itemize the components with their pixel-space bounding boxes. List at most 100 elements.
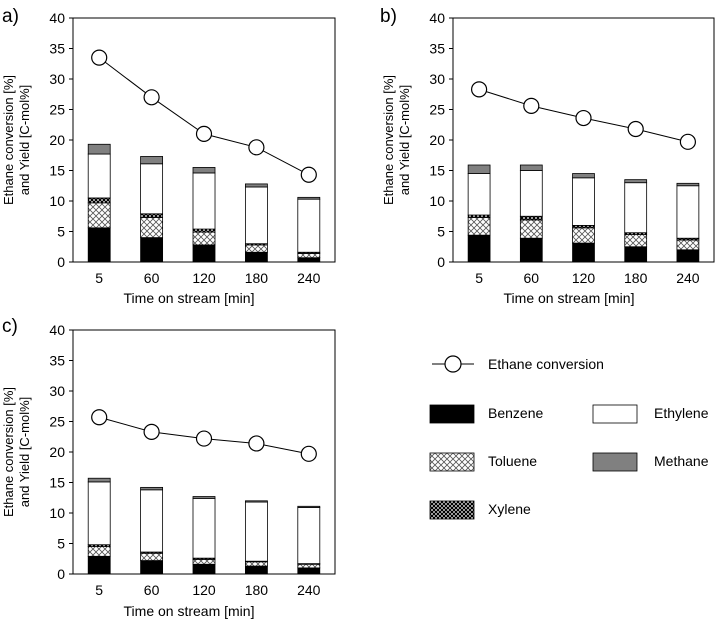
x-tick-label: 180 <box>624 270 648 286</box>
y-tick-label: 40 <box>49 322 65 338</box>
bar-toluene-60 <box>519 219 543 239</box>
conversion-point-60 <box>143 89 160 106</box>
bar-ethylene-120 <box>192 172 216 230</box>
y-tick-label: 15 <box>429 163 445 179</box>
y-tick-label: 20 <box>49 444 65 460</box>
bar-toluene-120 <box>192 231 216 246</box>
x-tick-label: 60 <box>144 582 160 598</box>
x-tick-label: 5 <box>475 270 483 286</box>
bar-ethylene-60 <box>140 163 164 215</box>
y-tick-label: 0 <box>437 254 445 270</box>
legend-methane-label: Methane <box>654 453 709 469</box>
y-tick-label: 5 <box>437 224 445 240</box>
bar-ethylene-240 <box>297 198 321 253</box>
x-tick-label: 240 <box>297 270 321 286</box>
bar-benzene-180 <box>244 251 268 263</box>
bar-methane-180 <box>244 183 268 188</box>
x-tick-label: 60 <box>144 270 160 286</box>
y-tick-label: 35 <box>49 41 65 57</box>
bar-benzene-180 <box>624 246 648 263</box>
x-tick-label: 120 <box>572 270 596 286</box>
y-axis-label-line2: and Yield [C-mol%] <box>397 85 412 196</box>
bar-ethylene-5 <box>87 153 111 199</box>
conversion-point-180 <box>248 139 265 156</box>
x-axis-label: Time on stream [min] <box>124 603 255 619</box>
x-tick-label: 180 <box>245 582 269 598</box>
y-axis-label-line2: and Yield [C-mol%] <box>17 397 32 508</box>
y-tick-label: 15 <box>49 163 65 179</box>
bar-toluene-60 <box>140 217 164 239</box>
legend: Ethane conversion Benzene Ethylene Tolue… <box>429 355 709 520</box>
bar-toluene-5 <box>467 217 491 236</box>
bar-methane-60 <box>140 156 164 165</box>
x-tick-label: 60 <box>524 270 540 286</box>
bar-ethylene-180 <box>244 501 268 562</box>
bar-toluene-120 <box>192 558 216 565</box>
bar-methane-5 <box>87 143 111 155</box>
x-tick-label: 240 <box>297 582 321 598</box>
bar-benzene-240 <box>676 249 700 263</box>
bar-benzene-240 <box>297 257 321 263</box>
bar-benzene-120 <box>192 563 216 575</box>
conversion-point-60 <box>523 97 540 114</box>
y-tick-label: 0 <box>57 254 65 270</box>
panel-label: c) <box>2 316 18 337</box>
y-tick-label: 5 <box>57 536 65 552</box>
conversion-point-60 <box>143 423 160 440</box>
y-tick-label: 10 <box>49 193 65 209</box>
y-tick-label: 25 <box>49 102 65 118</box>
bar-benzene-120 <box>572 242 595 263</box>
conversion-point-120 <box>575 109 592 127</box>
conversion-point-120 <box>195 430 213 447</box>
bar-methane-240 <box>297 505 321 508</box>
legend-benzene-swatch <box>429 404 475 424</box>
bar-benzene-60 <box>519 237 543 263</box>
legend-methane-swatch <box>592 452 638 472</box>
bar-ethylene-5 <box>467 173 491 216</box>
y-tick-label: 35 <box>429 41 445 57</box>
bar-methane-120 <box>192 496 216 499</box>
y-axis-label-line1: Ethane conversion [%] <box>1 387 16 517</box>
y-axis-label-line2: and Yield [C-mol%] <box>17 85 32 196</box>
y-axis-label-line1: Ethane conversion [%] <box>1 75 16 205</box>
y-axis-label-line1: Ethane conversion [%] <box>381 75 396 205</box>
x-tick-label: 5 <box>95 270 103 286</box>
y-tick-label: 20 <box>429 132 445 148</box>
x-axis-label: Time on stream [min] <box>124 290 255 306</box>
bar-methane-120 <box>192 167 216 174</box>
y-tick-label: 40 <box>49 10 65 26</box>
y-tick-label: 10 <box>49 505 65 521</box>
bar-ethylene-60 <box>140 489 164 553</box>
conversion-point-5 <box>91 409 108 426</box>
bar-ethylene-60 <box>519 170 543 217</box>
y-tick-label: 25 <box>429 102 445 118</box>
y-tick-label: 20 <box>49 132 65 148</box>
y-tick-label: 30 <box>429 71 445 87</box>
panel-label: b) <box>380 6 397 27</box>
bar-benzene-60 <box>140 237 164 263</box>
bar-methane-240 <box>297 196 321 200</box>
conversion-point-120 <box>195 125 213 142</box>
conversion-point-5 <box>471 81 488 98</box>
bar-benzene-5 <box>87 227 111 263</box>
y-tick-label: 25 <box>49 414 65 430</box>
bar-methane-180 <box>244 500 268 503</box>
conversion-point-240 <box>300 445 317 462</box>
bar-benzene-120 <box>192 244 216 263</box>
bar-xylene-5 <box>87 197 111 204</box>
conversion-point-5 <box>91 49 108 66</box>
legend-xylene-label: Xylene <box>488 501 531 517</box>
legend-benzene-label: Benzene <box>488 405 543 421</box>
legend-xylene-swatch <box>429 500 475 520</box>
bar-methane-240 <box>676 182 700 187</box>
y-tick-label: 40 <box>429 10 445 26</box>
y-tick-label: 30 <box>49 71 65 87</box>
y-tick-label: 0 <box>57 566 65 582</box>
bar-xylene-120 <box>192 228 216 233</box>
chart-panel-b: b) Ethane conversion [%] and Yield [C-mo… <box>380 6 715 306</box>
chart-panel-a: a) Ethane conversion [%] and Yield [C-mo… <box>1 6 336 306</box>
bar-toluene-180 <box>624 234 648 248</box>
bar-benzene-5 <box>87 555 111 575</box>
legend-conversion-marker <box>444 355 462 373</box>
